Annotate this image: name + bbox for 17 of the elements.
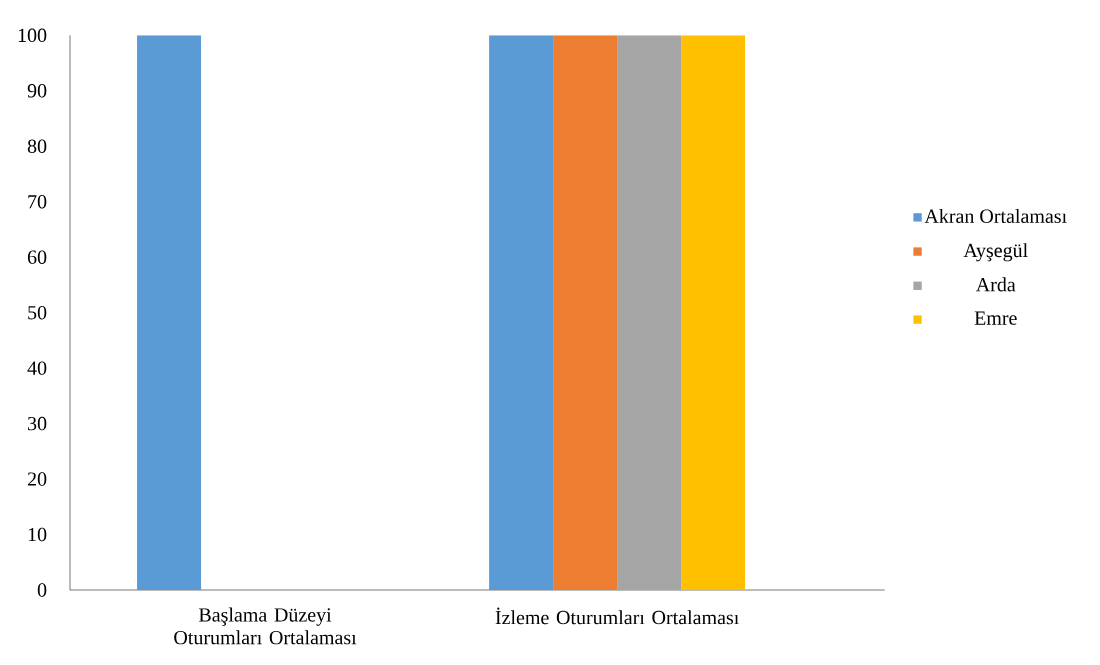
y-tick-label: 90 [27,84,47,98]
y-tick-label: 100 [18,28,47,43]
legend-label: Ayşegül [963,243,1028,262]
y-tick-label: 30 [28,416,47,431]
y-tick-label: 80 [27,139,47,154]
y-tick-label: 10 [28,527,47,542]
y-tick-label: 70 [28,194,47,209]
x-tick-label: İzleme Oturumları Ortalaması [495,607,739,625]
text: Emre [974,311,1017,325]
y-tick-label: 50 [28,305,47,320]
text: Arda [975,277,1016,292]
y-tick-label: 0 [37,583,47,597]
x-tick-label: Başlama Düzeyi Oturumları Ortalaması [174,607,357,645]
y-tick-label: 60 [27,250,47,264]
y-tick-label: 40 [27,361,47,375]
y-tick-label: 20 [27,472,47,486]
legend-label: Akran Ortalaması [924,208,1067,223]
